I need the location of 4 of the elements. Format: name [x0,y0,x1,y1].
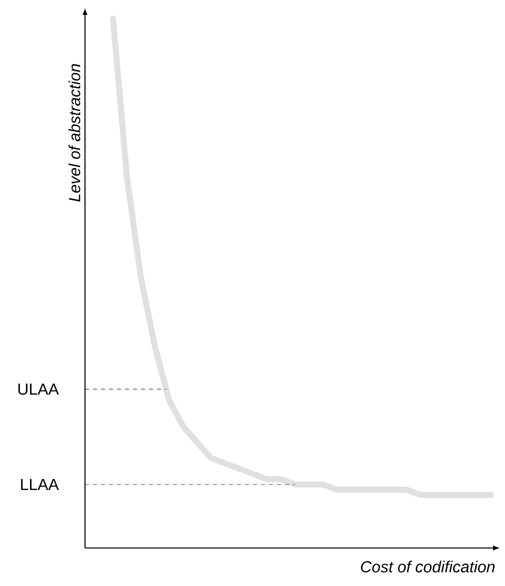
ref-line-label: ULAA [18,384,59,395]
x-axis-title: Cost of codification [360,560,495,572]
ref-line-label: LLAA [21,478,59,490]
y-axis-title: Level of abstraction [68,64,80,202]
